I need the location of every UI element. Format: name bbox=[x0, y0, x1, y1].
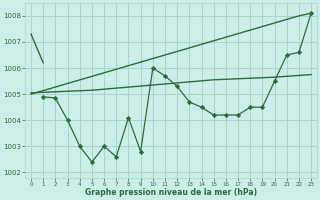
X-axis label: Graphe pression niveau de la mer (hPa): Graphe pression niveau de la mer (hPa) bbox=[85, 188, 257, 197]
